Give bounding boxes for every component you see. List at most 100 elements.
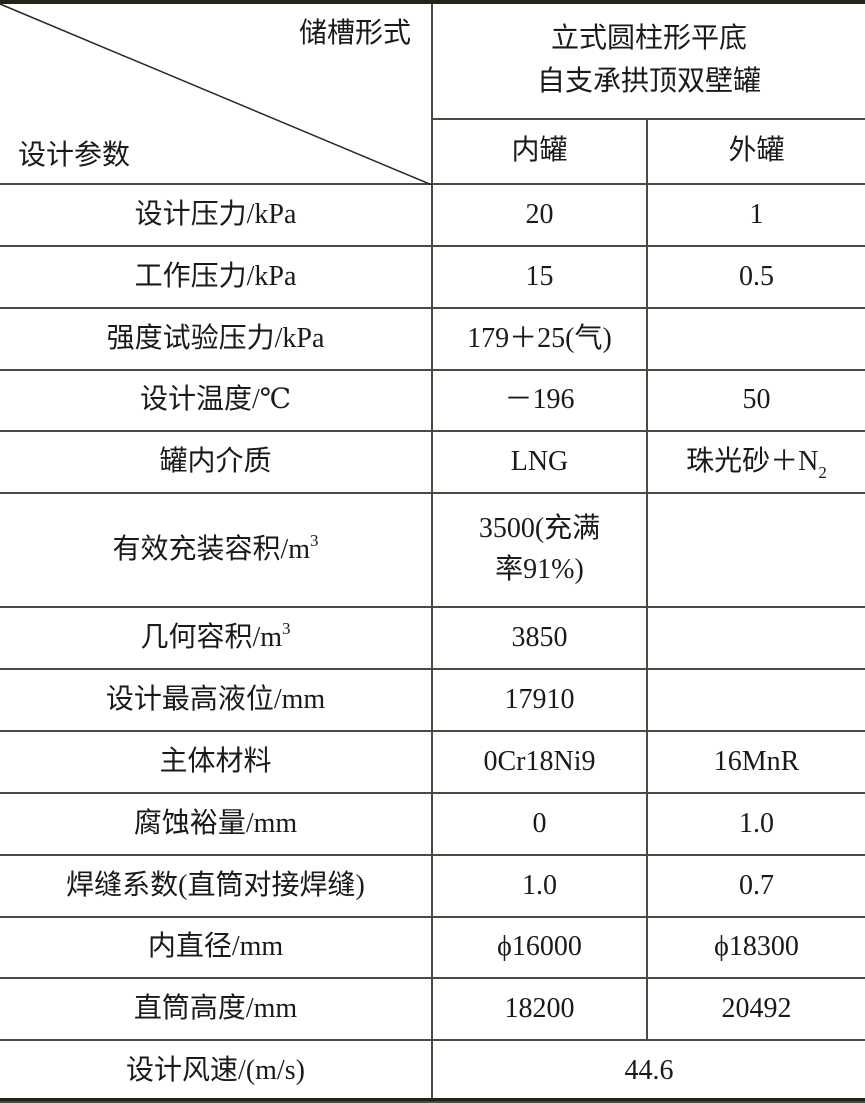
parameter-cell: 焊缝系数(直筒对接焊缝) — [0, 854, 433, 918]
table-row: 工作压力/kPa 15 0.5 — [0, 245, 865, 309]
inner-tank-value: 3500(充满 率91%) — [431, 492, 648, 608]
table-row: 设计风速/(m/s) 44.6 — [0, 1039, 865, 1103]
parameter-cell: 设计温度/℃ — [0, 369, 433, 432]
parameter-cell: 主体材料 — [0, 730, 433, 794]
table-row: 设计温度/℃ －196 50 — [0, 369, 865, 432]
outer-tank-value: 0.7 — [645, 854, 865, 918]
inner-tank-value: ϕ16000 — [431, 916, 648, 979]
inner-tank-value: 0 — [431, 792, 648, 856]
outer-tank-value: 50 — [645, 369, 865, 432]
inner-value: 20 — [525, 198, 554, 230]
parameter-label: 设计压力/kPa — [134, 198, 297, 230]
outer-tank-value: 20492 — [645, 977, 865, 1041]
inner-value-line1: 3500(充满 — [478, 513, 601, 545]
table-row: 直筒高度/mm 18200 20492 — [0, 977, 865, 1041]
superscript: 3 — [310, 530, 319, 550]
corner-header-cell: 储槽形式 设计参数 — [0, 0, 433, 185]
header-row-2: 内罐 外罐 — [0, 118, 865, 185]
inner-value: 15 — [525, 260, 554, 292]
parameter-cell: 设计最高液位/mm — [0, 668, 433, 732]
inner-tank-value: －196 — [431, 369, 648, 432]
table-row: 有效充装容积/m3 3500(充满 率91%) — [0, 492, 865, 608]
parameter-label: 腐蚀裕量/mm — [133, 807, 298, 839]
outer-tank-value — [645, 606, 865, 670]
parameter-cell: 内直径/mm — [0, 916, 433, 979]
parameter-label: 主体材料 — [159, 745, 272, 777]
inner-tank-value: 15 — [431, 245, 648, 309]
parameter-label: 设计温度/℃ — [139, 384, 292, 416]
table-row: 主体材料 0Cr18Ni9 16MnR — [0, 730, 865, 794]
parameter-cell: 有效充装容积/m3 — [0, 492, 433, 608]
outer-value: 0.5 — [739, 260, 774, 292]
bottom-rule — [0, 1098, 865, 1101]
table-row: 腐蚀裕量/mm 0 1.0 — [0, 792, 865, 856]
superscript: 3 — [282, 618, 291, 638]
table-row: 罐内介质 LNG 珠光砂＋N2 — [0, 430, 865, 494]
inner-value: 1.0 — [522, 869, 557, 901]
table-row: 设计压力/kPa 20 1 — [0, 183, 865, 247]
inner-tank-header: 内罐 — [432, 118, 648, 185]
table-row: 强度试验压力/kPa 179＋25(气) — [0, 307, 865, 371]
parameter-label: 设计最高液位/mm — [105, 683, 326, 715]
outer-value: 20492 — [721, 992, 792, 1024]
outer-tank-value — [645, 307, 865, 371]
header-row-1: 储槽形式 设计参数 立式圆柱形平底 自支承拱顶双壁罐 — [0, 0, 865, 185]
inner-value: 179＋25(气) — [467, 322, 612, 354]
outer-tank-value: 1 — [645, 183, 865, 247]
inner-value: 17910 — [504, 683, 575, 715]
outer-tank-value: ϕ18300 — [645, 916, 865, 979]
parameter-cell: 几何容积/m3 — [0, 606, 433, 670]
inner-value: 44.6 — [624, 1054, 674, 1086]
inner-value-line2: 率91%) — [495, 554, 584, 585]
outer-value: 珠光砂＋N — [686, 445, 819, 477]
outer-tank-value: 1.0 — [645, 792, 865, 856]
tank-type-line1: 立式圆柱形平底 — [551, 22, 748, 54]
inner-value: 0 — [532, 807, 547, 839]
parameter-label: 直筒高度/mm — [133, 992, 298, 1024]
parameter-cell: 直筒高度/mm — [0, 977, 433, 1041]
tank-type-line2: 自支承拱顶双壁罐 — [537, 66, 762, 97]
table-row: 焊缝系数(直筒对接焊缝) 1.0 0.7 — [0, 854, 865, 918]
diagonal-line — [0, 3, 432, 185]
subscript: 2 — [818, 462, 827, 482]
inner-tank-value: 0Cr18Ni9 — [431, 730, 648, 794]
parameter-label: 焊缝系数(直筒对接焊缝) — [66, 869, 365, 901]
table-row: 设计最高液位/mm 17910 — [0, 668, 865, 732]
inner-value: 3850 — [511, 621, 568, 653]
outer-value: 16MnR — [713, 745, 800, 777]
outer-tank-value: 0.5 — [645, 245, 865, 309]
inner-value: LNG — [510, 445, 569, 477]
outer-value: 1 — [749, 198, 764, 230]
table-row: 几何容积/m3 3850 — [0, 606, 865, 670]
parameter-cell: 设计压力/kPa — [0, 183, 433, 247]
outer-tank-header: 外罐 — [645, 118, 865, 185]
inner-value: 18200 — [504, 992, 575, 1024]
outer-value: 1.0 — [739, 807, 774, 839]
outer-value: 0.7 — [739, 869, 774, 901]
outer-tank-value — [645, 492, 865, 608]
inner-tank-value: 17910 — [431, 668, 648, 732]
outer-tank-value — [645, 668, 865, 732]
merged-value: 44.6 — [430, 1039, 865, 1103]
parameter-cell: 腐蚀裕量/mm — [0, 792, 433, 856]
top-rule — [0, 0, 865, 4]
inner-value: ϕ16000 — [497, 931, 582, 963]
inner-tank-value: 20 — [431, 183, 648, 247]
outer-tank-value: 16MnR — [645, 730, 865, 794]
tank-type-header: 立式圆柱形平底 自支承拱顶双壁罐 — [430, 0, 865, 120]
parameter-cell: 强度试验压力/kPa — [0, 307, 433, 371]
parameter-label: 罐内介质 — [159, 445, 272, 477]
parameter-cell: 罐内介质 — [0, 430, 433, 494]
outer-value: ϕ18300 — [714, 931, 799, 963]
inner-tank-value: 1.0 — [431, 854, 648, 918]
outer-value: 50 — [742, 384, 771, 416]
parameter-label: 几何容积/m — [140, 621, 283, 653]
parameter-label: 工作压力/kPa — [134, 260, 297, 292]
parameter-cell: 设计风速/(m/s) — [0, 1039, 433, 1103]
corner-tank-form-label: 储槽形式 — [298, 18, 411, 49]
inner-tank-value: 3850 — [431, 606, 648, 670]
outer-tank-value: 珠光砂＋N2 — [645, 430, 865, 494]
inner-tank-value: LNG — [431, 430, 648, 494]
inner-value: 0Cr18Ni9 — [483, 745, 596, 777]
